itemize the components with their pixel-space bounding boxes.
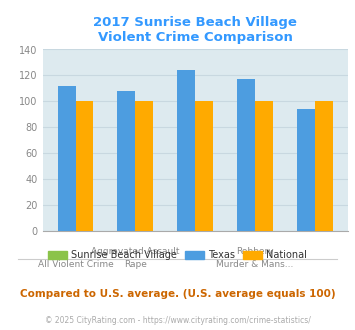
Text: Robbery: Robbery xyxy=(236,247,274,255)
Bar xyxy=(237,79,255,231)
Bar xyxy=(297,109,315,231)
Text: All Violent Crime: All Violent Crime xyxy=(38,259,113,269)
Bar xyxy=(118,91,135,231)
Text: © 2025 CityRating.com - https://www.cityrating.com/crime-statistics/: © 2025 CityRating.com - https://www.city… xyxy=(45,316,310,325)
Bar xyxy=(195,101,213,231)
Text: Compared to U.S. average. (U.S. average equals 100): Compared to U.S. average. (U.S. average … xyxy=(20,289,335,299)
Legend: Sunrise Beach Village, Texas, National: Sunrise Beach Village, Texas, National xyxy=(44,246,311,264)
Bar xyxy=(177,70,195,231)
Bar xyxy=(76,101,93,231)
Bar xyxy=(58,86,76,231)
Bar xyxy=(135,101,153,231)
Bar xyxy=(255,101,273,231)
Bar xyxy=(315,101,333,231)
Text: Aggravated Assault: Aggravated Assault xyxy=(91,247,180,255)
Text: Rape: Rape xyxy=(124,259,147,269)
Text: Murder & Mans...: Murder & Mans... xyxy=(217,259,294,269)
Title: 2017 Sunrise Beach Village
Violent Crime Comparison: 2017 Sunrise Beach Village Violent Crime… xyxy=(93,16,297,44)
